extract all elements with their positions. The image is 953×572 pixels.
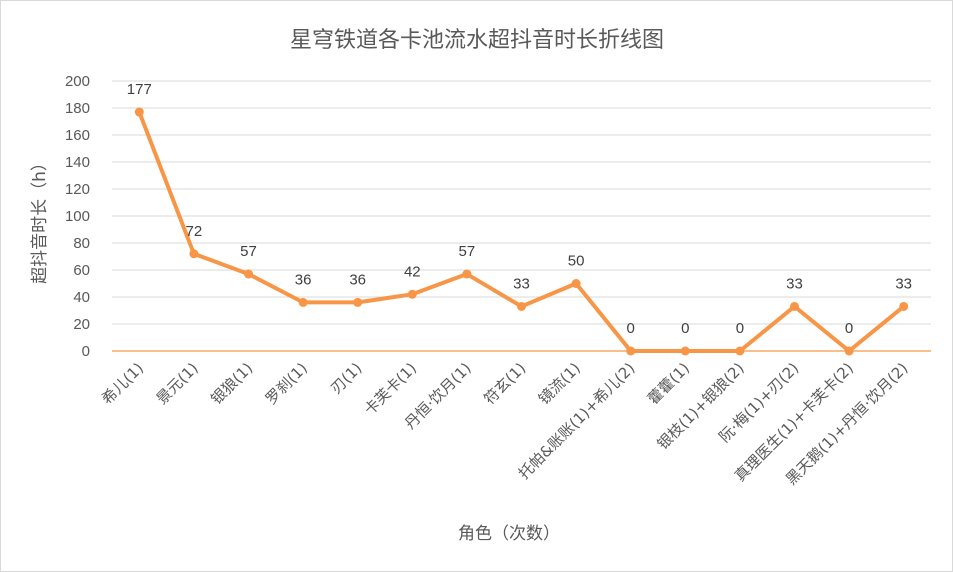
data-label: 0 — [736, 320, 744, 337]
x-tick-label: 镜流(1) — [535, 359, 584, 408]
data-label: 50 — [568, 253, 585, 270]
y-axis-ticks: 0 20 40 60 80 100 120 140 160 180 200 — [65, 73, 90, 360]
x-tick-label: 银狼(1) — [207, 359, 256, 408]
data-point — [517, 301, 526, 311]
data-label: 177 — [127, 81, 152, 98]
data-point — [298, 297, 308, 307]
y-tick-label: 160 — [65, 127, 90, 144]
y-tick-label: 140 — [65, 154, 90, 171]
y-tick-label: 120 — [65, 181, 90, 198]
data-label: 33 — [895, 275, 912, 292]
data-label: 33 — [513, 275, 530, 292]
series-line-path — [137, 110, 906, 353]
x-tick-label: 罗刹(1) — [262, 359, 311, 408]
x-axis-ticks: 希儿(1) 景元(1) 银狼(1) 罗刹(1) 刃(1)卡芙卡(1)丹恒·饮月(1) 符玄… — [98, 359, 911, 488]
data-label: 0 — [845, 320, 853, 337]
data-labels: 177 72 57 36 36 42 57 33 50 0 0 0 33 0 33 — [127, 81, 912, 337]
data-point — [353, 297, 363, 307]
y-tick-label: 100 — [65, 208, 90, 225]
data-label: 57 — [459, 243, 476, 260]
x-tick-label: 藿藿(1) — [644, 359, 693, 408]
data-point — [790, 301, 799, 311]
series-line — [134, 107, 909, 356]
data-point — [244, 269, 253, 279]
x-tick-label: 刃(1) — [327, 359, 365, 397]
chart-title: 星穹铁道各卡池流水超抖音时长折线图 — [290, 28, 664, 53]
data-label: 72 — [186, 223, 203, 240]
data-point — [735, 346, 745, 356]
y-tick-label: 180 — [65, 100, 90, 117]
data-label: 36 — [349, 271, 366, 288]
data-point — [189, 249, 199, 259]
data-label: 57 — [240, 243, 257, 260]
data-point — [626, 346, 636, 356]
x-axis-title: 角色（次数） — [458, 524, 560, 544]
data-label: 36 — [295, 271, 312, 288]
y-tick-label: 0 — [82, 343, 90, 360]
y-tick-label: 20 — [73, 316, 90, 333]
data-point — [407, 289, 417, 299]
y-tick-label: 200 — [65, 73, 90, 90]
x-tick-label: 符玄(1) — [480, 359, 529, 408]
y-tick-label: 80 — [73, 235, 90, 252]
data-point — [134, 107, 144, 117]
data-label: 33 — [786, 275, 803, 292]
data-point — [462, 269, 472, 279]
y-tick-label: 40 — [73, 289, 90, 306]
data-label: 42 — [404, 263, 421, 280]
data-point — [844, 346, 854, 356]
data-point — [680, 346, 690, 356]
y-axis-title: 超抖音时长（h） — [30, 154, 50, 284]
y-tick-label: 60 — [73, 262, 90, 279]
data-label: 0 — [681, 320, 689, 337]
data-point — [899, 301, 909, 311]
x-tick-label: 景元(1) — [153, 359, 202, 408]
x-tick-label: 希儿(1) — [98, 359, 147, 408]
data-label: 0 — [627, 320, 635, 337]
data-point — [571, 279, 581, 288]
